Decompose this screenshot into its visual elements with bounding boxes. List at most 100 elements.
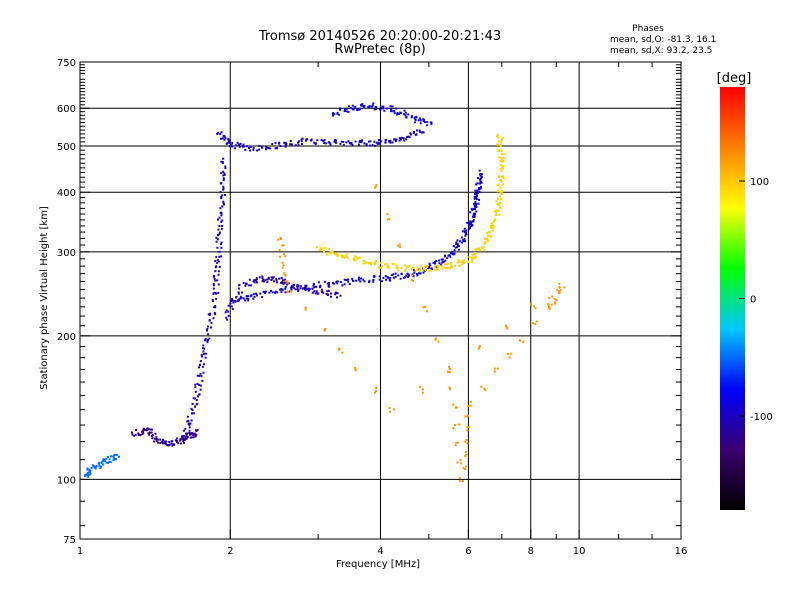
data-point [374,144,377,147]
data-point [323,280,326,283]
data-point [381,105,384,108]
data-point [289,140,292,142]
data-point [554,301,557,304]
data-point [255,292,258,295]
data-point [414,118,417,121]
data-point [408,264,411,267]
y-axis-label: Stationary phase Virtual Height [km] [39,206,50,390]
data-point [237,291,240,294]
data-point [107,456,109,458]
data-point [261,275,264,278]
data-point [84,475,87,478]
data-point [312,285,315,288]
data-point [460,462,462,465]
data-point [373,140,376,143]
data-point [320,139,323,141]
data-point [323,139,326,142]
data-point [388,278,391,281]
data-point [286,283,289,286]
data-point [501,175,504,178]
data-point [186,420,189,423]
data-point [490,222,492,225]
data-point [483,387,486,390]
data-point [280,291,283,293]
data-point [453,249,456,252]
data-point [201,365,204,368]
data-point [195,399,198,402]
data-point [287,282,290,285]
data-point [381,280,384,283]
data-point [475,197,478,200]
data-point [550,303,553,306]
data-point [304,308,307,311]
data-point [480,180,482,183]
data-point [336,296,338,299]
data-point [456,239,459,242]
data-point [363,104,366,107]
data-point [409,132,412,135]
data-point [378,275,381,278]
data-point [229,145,232,147]
data-point [279,288,282,291]
data-point [465,453,468,456]
data-point [358,257,361,260]
data-point [328,285,331,288]
data-point [500,179,503,182]
data-point [530,303,533,306]
data-point [479,172,482,175]
data-point [407,113,410,116]
data-point [184,436,187,439]
data-point [301,143,303,146]
data-point [320,248,323,251]
data-point [157,438,160,441]
chart-title: Tromsø 20140526 20:20:00-20:21:43 [258,29,501,44]
data-point [89,469,92,472]
data-point [408,136,411,139]
data-point [354,259,357,262]
data-point [368,144,371,147]
data-point [174,439,177,442]
data-point [361,139,363,142]
data-point [368,105,371,108]
data-point [181,436,184,439]
data-point [493,210,496,213]
data-point [327,289,330,292]
data-point [375,390,377,393]
data-point [236,141,239,144]
data-point [455,241,458,244]
data-point [144,429,147,432]
data-point [405,138,408,141]
data-point [202,363,205,366]
data-point [220,211,223,214]
data-point [403,269,406,272]
data-point [345,107,348,110]
data-point [238,283,241,286]
data-point [289,143,292,146]
data-point [484,237,487,240]
data-point [205,352,208,355]
data-point [186,415,189,418]
y-tick-label: 400 [57,188,76,199]
data-point [551,295,554,298]
data-point [194,383,197,386]
data-point [448,387,451,390]
data-point [221,137,224,140]
data-point [244,284,247,287]
data-point [469,220,472,223]
data-point [219,133,222,135]
data-point [460,241,463,244]
data-point [452,427,455,429]
data-point [106,461,109,464]
data-point [494,219,497,222]
data-point [244,299,247,302]
data-point [214,291,217,294]
data-point [548,305,550,308]
data-point [347,105,350,108]
data-point [297,140,300,143]
data-point [313,141,316,144]
data-point [476,177,479,179]
data-point [430,123,433,125]
data-point [100,462,103,465]
data-point [218,233,221,236]
